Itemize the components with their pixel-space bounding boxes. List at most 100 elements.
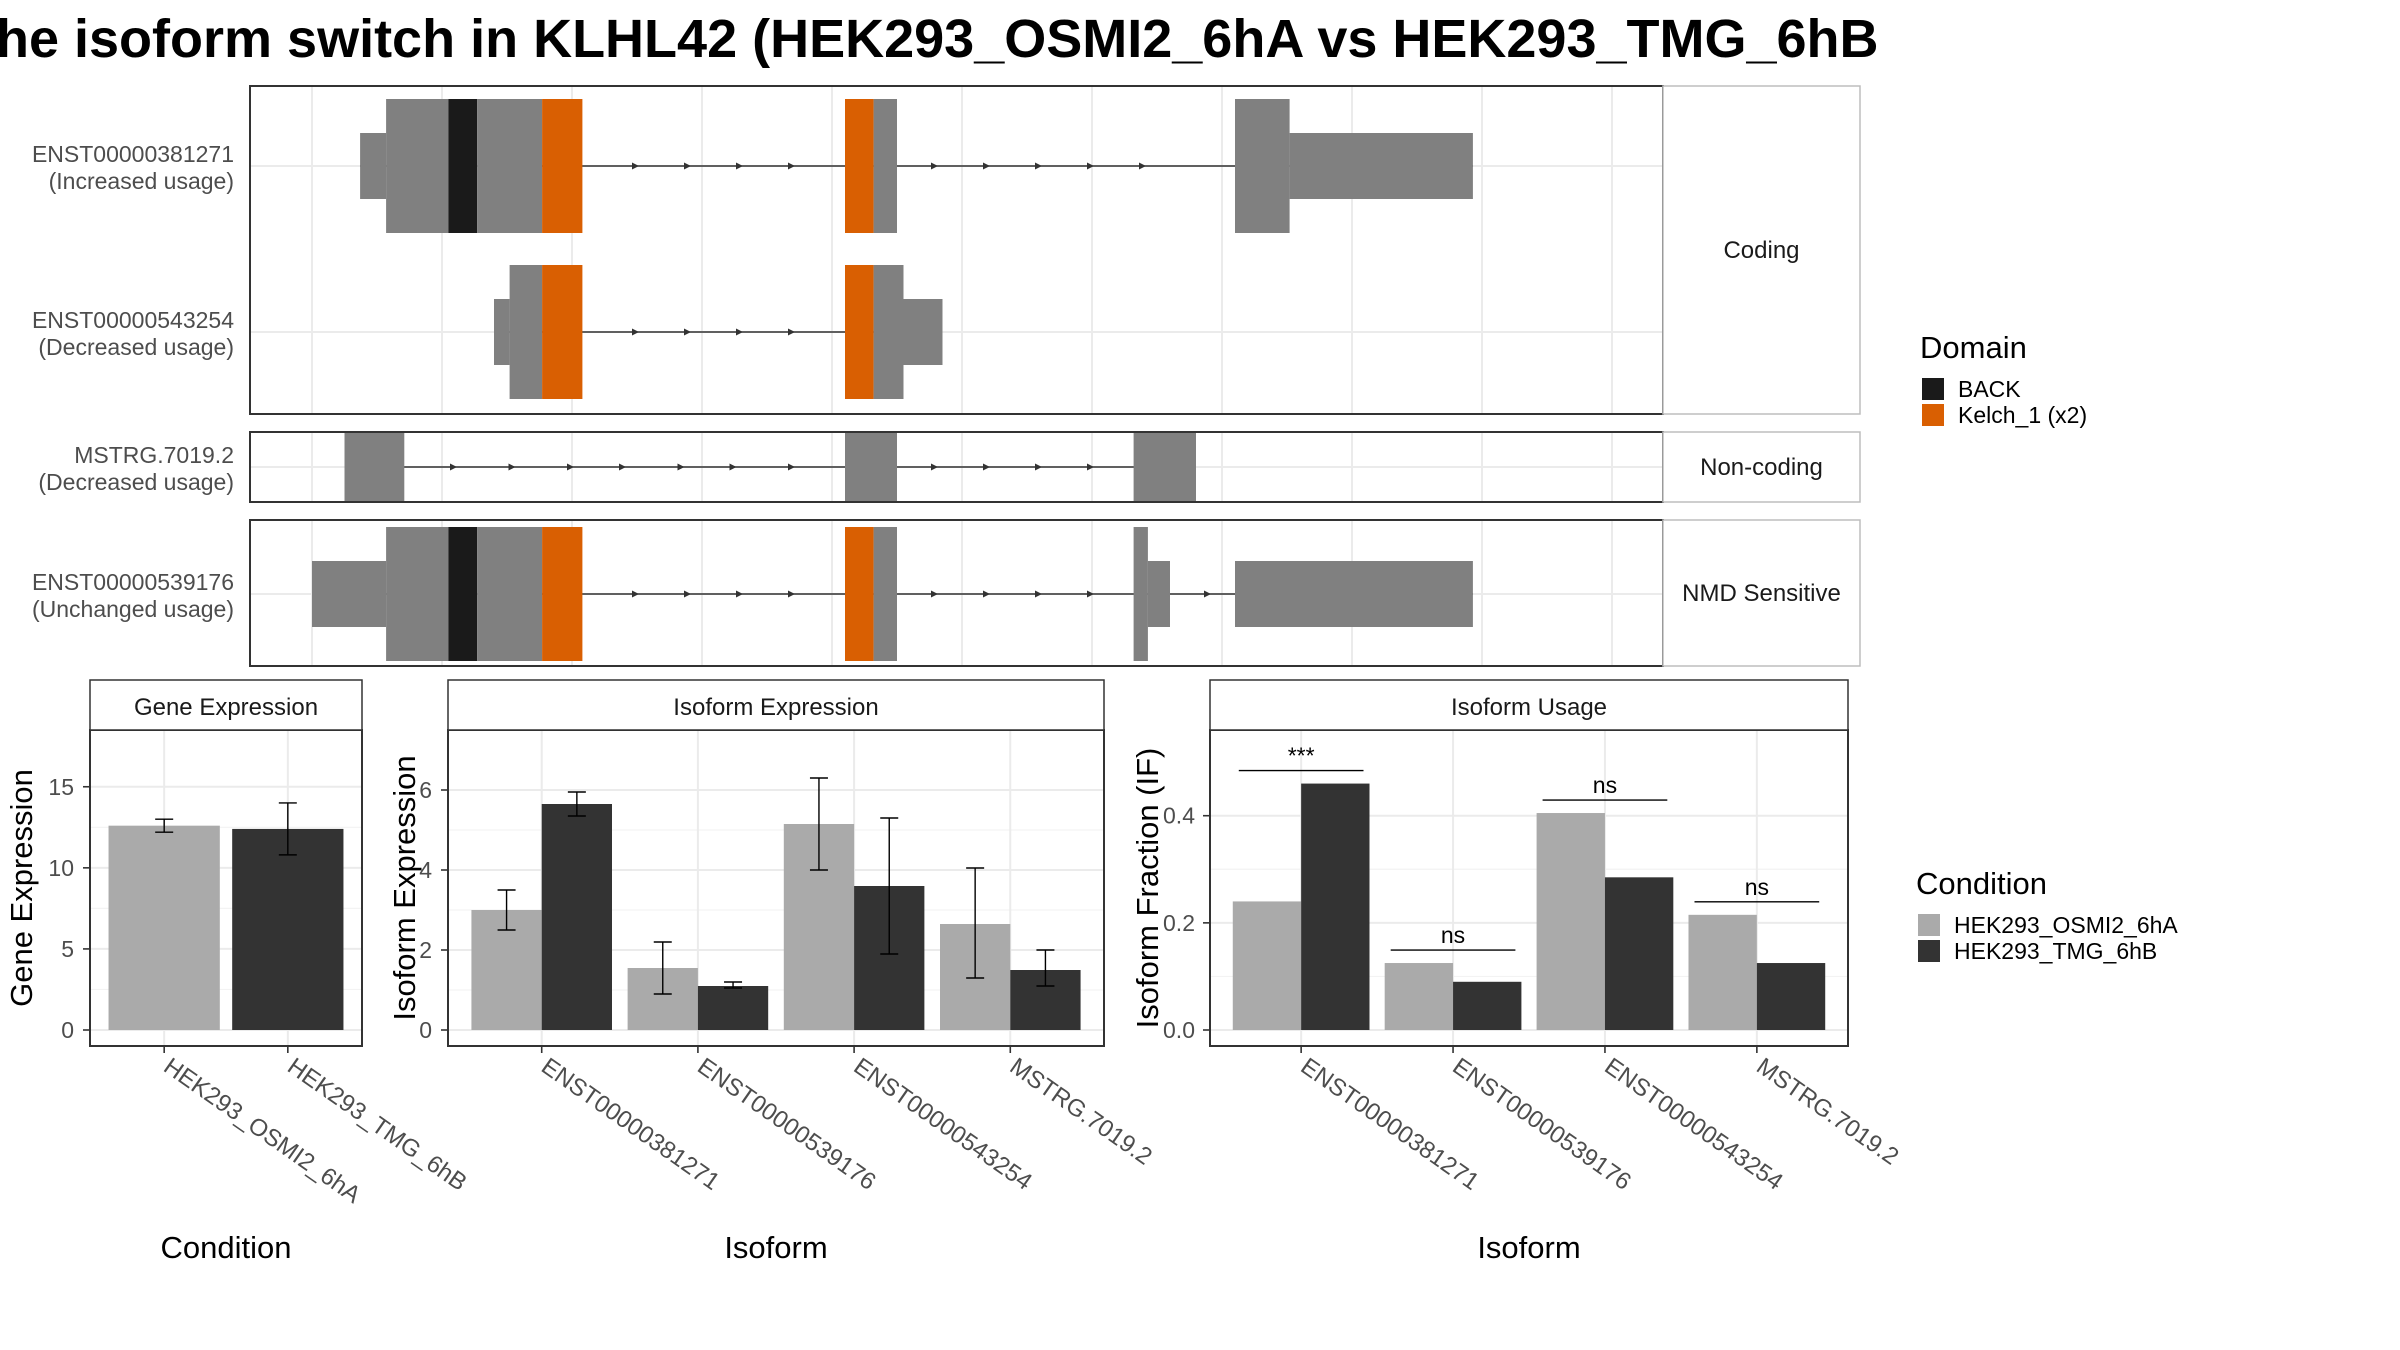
intron-arrow xyxy=(1087,162,1094,170)
condition-legend-label: HEK293_TMG_6hB xyxy=(1954,938,2157,964)
structure-panel: ENST00000381271(Increased usage) ENST0000… xyxy=(32,85,1861,415)
exon-block xyxy=(1147,561,1170,627)
exon-block xyxy=(1133,527,1148,661)
transcript-id: ENST00000539176 xyxy=(32,569,234,595)
y-tick-label: 6 xyxy=(419,777,432,803)
panel-strip xyxy=(1662,85,1861,415)
intron-arrow xyxy=(1139,162,1146,170)
transcript-usage: (Increased usage) xyxy=(49,168,234,194)
domain-legend-swatch xyxy=(1922,404,1944,426)
panel-strip-label: NMD Sensitive xyxy=(1682,580,1841,607)
transcript-structure-plot: ENST00000381271(Increased usage) ENST0000… xyxy=(32,85,1861,667)
domain-block xyxy=(572,527,583,661)
exon-block xyxy=(1235,99,1290,233)
panel-strip-label: Coding xyxy=(1723,237,1799,264)
x-tick-label: MSTRG.7019.2 xyxy=(1751,1053,1903,1171)
exon-block xyxy=(344,433,405,501)
transcript-usage: (Decreased usage) xyxy=(38,469,234,495)
domain-block xyxy=(845,99,874,233)
intron-arrow xyxy=(1087,590,1094,598)
intron-arrow xyxy=(632,590,639,598)
significance-label: ns xyxy=(1441,922,1465,948)
x-axis-label: Isoform xyxy=(724,1230,827,1265)
intron-arrow xyxy=(788,463,795,471)
plot-strip-label: Isoform Expression xyxy=(673,694,878,721)
intron-arrow xyxy=(983,162,990,170)
plot-strip-label: Isoform Usage xyxy=(1451,694,1607,721)
y-tick-label: 10 xyxy=(48,855,74,881)
y-axis-label: Isoform Fraction (IF) xyxy=(1130,748,1165,1029)
intron-arrow xyxy=(931,162,938,170)
condition-legend-swatch xyxy=(1918,914,1940,936)
significance-label: ns xyxy=(1745,874,1769,900)
exon-block xyxy=(873,265,904,399)
y-tick-label: 0 xyxy=(419,1017,432,1043)
domain-legend-label: Kelch_1 (x2) xyxy=(1958,402,2087,428)
condition-legend-label: HEK293_OSMI2_6hA xyxy=(1954,912,2178,938)
plot-strip xyxy=(447,679,1105,731)
domain-legend-label: BACK xyxy=(1958,376,2021,402)
exon-block xyxy=(1289,133,1473,199)
exon-block xyxy=(903,299,943,365)
bar xyxy=(108,825,220,1030)
transcript-id: MSTRG.7019.2 xyxy=(74,442,234,468)
bar xyxy=(697,986,769,1030)
bar xyxy=(1756,963,1826,1030)
exon-block xyxy=(494,299,510,365)
intron-arrow xyxy=(931,590,938,598)
bar xyxy=(1604,877,1674,1030)
intron-arrow xyxy=(788,590,795,598)
exon-block xyxy=(1235,561,1473,627)
intron-arrow xyxy=(729,463,737,471)
condition-legend-swatch xyxy=(1918,940,1940,962)
exon-block xyxy=(873,527,897,661)
intron-arrow xyxy=(736,328,743,336)
domain-block xyxy=(542,527,572,661)
y-tick-label: 0.4 xyxy=(1163,803,1195,829)
bar xyxy=(232,828,344,1030)
plot-strip-label: Gene Expression xyxy=(134,694,318,721)
domain-legend-swatch xyxy=(1922,378,1944,400)
intron-arrow xyxy=(736,162,743,170)
panel-strip-label: Non-coding xyxy=(1700,454,1823,481)
x-tick-label: HEK293_OSMI2_6hA xyxy=(159,1053,366,1209)
domain-legend-title: Domain xyxy=(1920,330,2027,365)
intron-arrow xyxy=(508,463,516,471)
exon-block xyxy=(386,527,449,661)
intron-arrow xyxy=(983,463,990,471)
structure-panel: MSTRG.7019.2(Decreased usage) Non-coding xyxy=(38,431,1861,503)
intron-arrow xyxy=(931,463,938,471)
figure-title: he isoform switch in KLHL42 (HEK293_OSMI… xyxy=(0,9,1879,69)
bar xyxy=(1232,901,1302,1030)
y-tick-label: 15 xyxy=(48,774,74,800)
exon-block xyxy=(477,99,543,233)
domain-block xyxy=(845,527,874,661)
intron-arrow xyxy=(1035,162,1042,170)
expression-bar-charts: Gene Expression051015HEK293_OSMI2_6hAHEK… xyxy=(4,679,1903,1265)
y-axis-label: Isoform Expression xyxy=(387,755,422,1020)
intron-arrow xyxy=(684,328,691,336)
bar xyxy=(1536,813,1605,1030)
intron-arrow xyxy=(1204,590,1211,598)
intron-arrow xyxy=(1087,463,1094,471)
panel-strip xyxy=(1662,519,1861,667)
bar xyxy=(1453,981,1522,1030)
plot-strip xyxy=(89,679,363,731)
transcript-usage: (Unchanged usage) xyxy=(32,596,234,622)
significance-label: *** xyxy=(1288,743,1315,769)
panel-strip xyxy=(1662,431,1861,503)
significance-label: ns xyxy=(1593,772,1617,798)
x-tick-label: MSTRG.7019.2 xyxy=(1005,1053,1157,1171)
plot-strip xyxy=(1209,679,1849,731)
intron-arrow xyxy=(632,162,639,170)
domain-block xyxy=(542,99,572,233)
exon-block xyxy=(386,99,449,233)
intron-arrow xyxy=(983,590,990,598)
y-tick-label: 0.2 xyxy=(1163,910,1195,936)
bar-chart-panel: Isoform Expression0246ENST00000381271ENS… xyxy=(387,679,1157,1265)
intron-arrow xyxy=(684,162,691,170)
x-axis-label: Isoform xyxy=(1477,1230,1580,1265)
